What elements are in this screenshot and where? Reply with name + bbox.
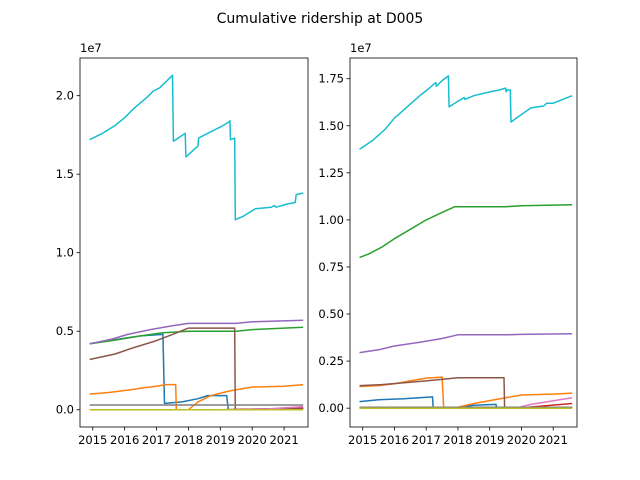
y-tick-label: 1.5: [56, 167, 74, 181]
series-line-3: [89, 326, 304, 345]
y-tick-label: 0.0: [56, 403, 74, 417]
series-line-5: [359, 333, 573, 354]
x-tick-label: 2018: [443, 433, 472, 447]
series-line-6: [359, 376, 573, 409]
y-tick-label: 0.25: [318, 354, 344, 368]
y-tick-label: 0.00: [318, 401, 344, 415]
series-line-10: [359, 75, 573, 150]
x-tick-label: 2020: [507, 433, 536, 447]
x-tick-label: 2017: [412, 433, 441, 447]
y-tick-label: 0.75: [318, 260, 344, 274]
x-tick-label: 2020: [238, 433, 267, 447]
x-tick-label: 2017: [142, 433, 171, 447]
y-tick-label: 1.00: [318, 213, 344, 227]
y-tick-label: 1.25: [318, 166, 344, 180]
y-tick-label: 0.5: [56, 324, 74, 338]
x-tick-label: 2015: [78, 433, 107, 447]
series-line-5: [89, 319, 304, 345]
right-subplot: 2015 2016 2017 2018 2019 2020 2021 0.00 0.25 0.50…: [318, 41, 578, 447]
x-tick-label: 2015: [348, 433, 377, 447]
x-tick-label: 2019: [475, 433, 504, 447]
series-line-3: [359, 204, 573, 259]
series-line-6: [89, 327, 304, 411]
x-tick-label: 2021: [269, 433, 298, 447]
y-tick-label: 1.0: [56, 246, 74, 260]
series-line-10: [89, 74, 304, 221]
x-tick-label: 2016: [380, 433, 409, 447]
y-offset-label: 1e7: [350, 41, 372, 55]
y-tick-label: 2.0: [56, 89, 74, 103]
y-tick-label: 1.50: [318, 119, 344, 133]
x-tick-label: 2016: [110, 433, 139, 447]
x-tick-label: 2018: [174, 433, 203, 447]
x-tick-label: 2021: [539, 433, 568, 447]
y-tick-label: 0.50: [318, 307, 344, 321]
left-subplot: 2015 2016 2017 2018 2019 2020 2021 0.0 0.5 1.0 1.5…: [56, 41, 309, 447]
axes-frame: [79, 57, 309, 428]
y-tick-label: 1.75: [318, 72, 344, 86]
x-tick-label: 2019: [206, 433, 235, 447]
axes-frame: [349, 57, 578, 428]
figure-title: Cumulative ridership at D005: [217, 11, 424, 27]
y-offset-label: 1e7: [80, 41, 102, 55]
